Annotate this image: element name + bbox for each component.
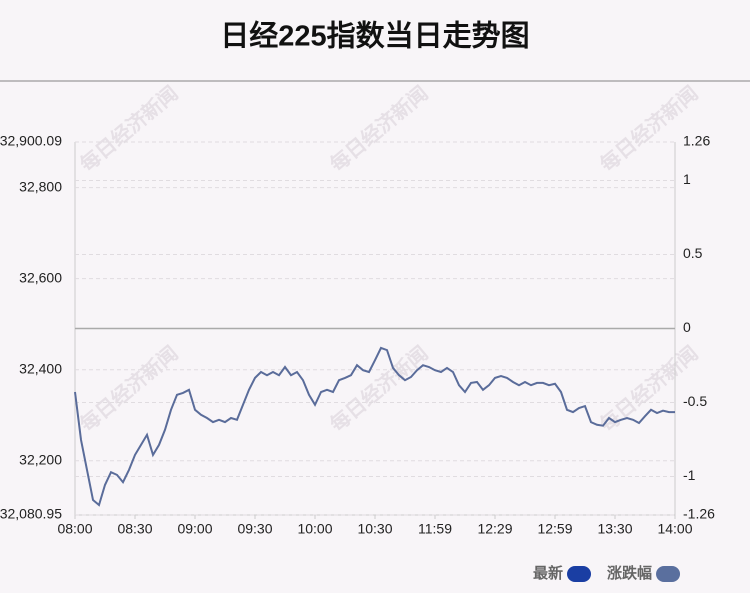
legend-label: 涨跌幅 (607, 564, 652, 582)
legend-swatch (567, 566, 592, 582)
y-tick-label: 32,900.09 (0, 133, 62, 149)
y2-tick-label: 0.5 (683, 245, 703, 261)
x-tick-label: 10:30 (357, 521, 392, 537)
watermark: 每日经济新闻 (325, 341, 432, 437)
x-tick-label: 09:00 (177, 521, 212, 537)
x-tick-label: 12:59 (537, 521, 572, 537)
x-tick-label: 12:29 (477, 521, 512, 537)
watermark: 每日经济新闻 (75, 81, 182, 177)
y-tick-label: 32,800 (19, 178, 62, 194)
watermark: 每日经济新闻 (595, 81, 702, 177)
y2-tick-label: 0 (683, 319, 691, 335)
y2-tick-label: 1.26 (683, 133, 710, 149)
chart-title: 日经225指数当日走势图 (220, 19, 529, 53)
y2-tick-label: -1 (683, 467, 696, 483)
x-tick-label: 11:59 (418, 521, 452, 537)
watermark: 每日经济新闻 (595, 341, 702, 437)
y-tick-label: 32,200 (19, 451, 62, 467)
x-tick-label: 08:30 (117, 521, 152, 537)
price-line (74, 346, 675, 507)
x-tick-label: 09:30 (237, 521, 272, 537)
y-tick-label: 32,400 (19, 360, 62, 376)
x-tick-label: 10:00 (297, 521, 332, 537)
legend-label: 最新 (533, 564, 563, 582)
y2-tick-label: 1 (683, 171, 691, 187)
x-tick-label: 14:00 (657, 521, 692, 537)
y2-tick-label: -0.5 (683, 393, 707, 409)
y-tick-label: 32,080.95 (0, 506, 62, 522)
legend-swatch (656, 566, 681, 582)
x-tick-label: 08:00 (57, 521, 92, 537)
y-tick-label: 32,600 (19, 269, 62, 285)
x-tick-label: 13:30 (597, 521, 632, 537)
watermark: 每日经济新闻 (325, 81, 432, 177)
y2-tick-label: -1.26 (683, 506, 715, 522)
